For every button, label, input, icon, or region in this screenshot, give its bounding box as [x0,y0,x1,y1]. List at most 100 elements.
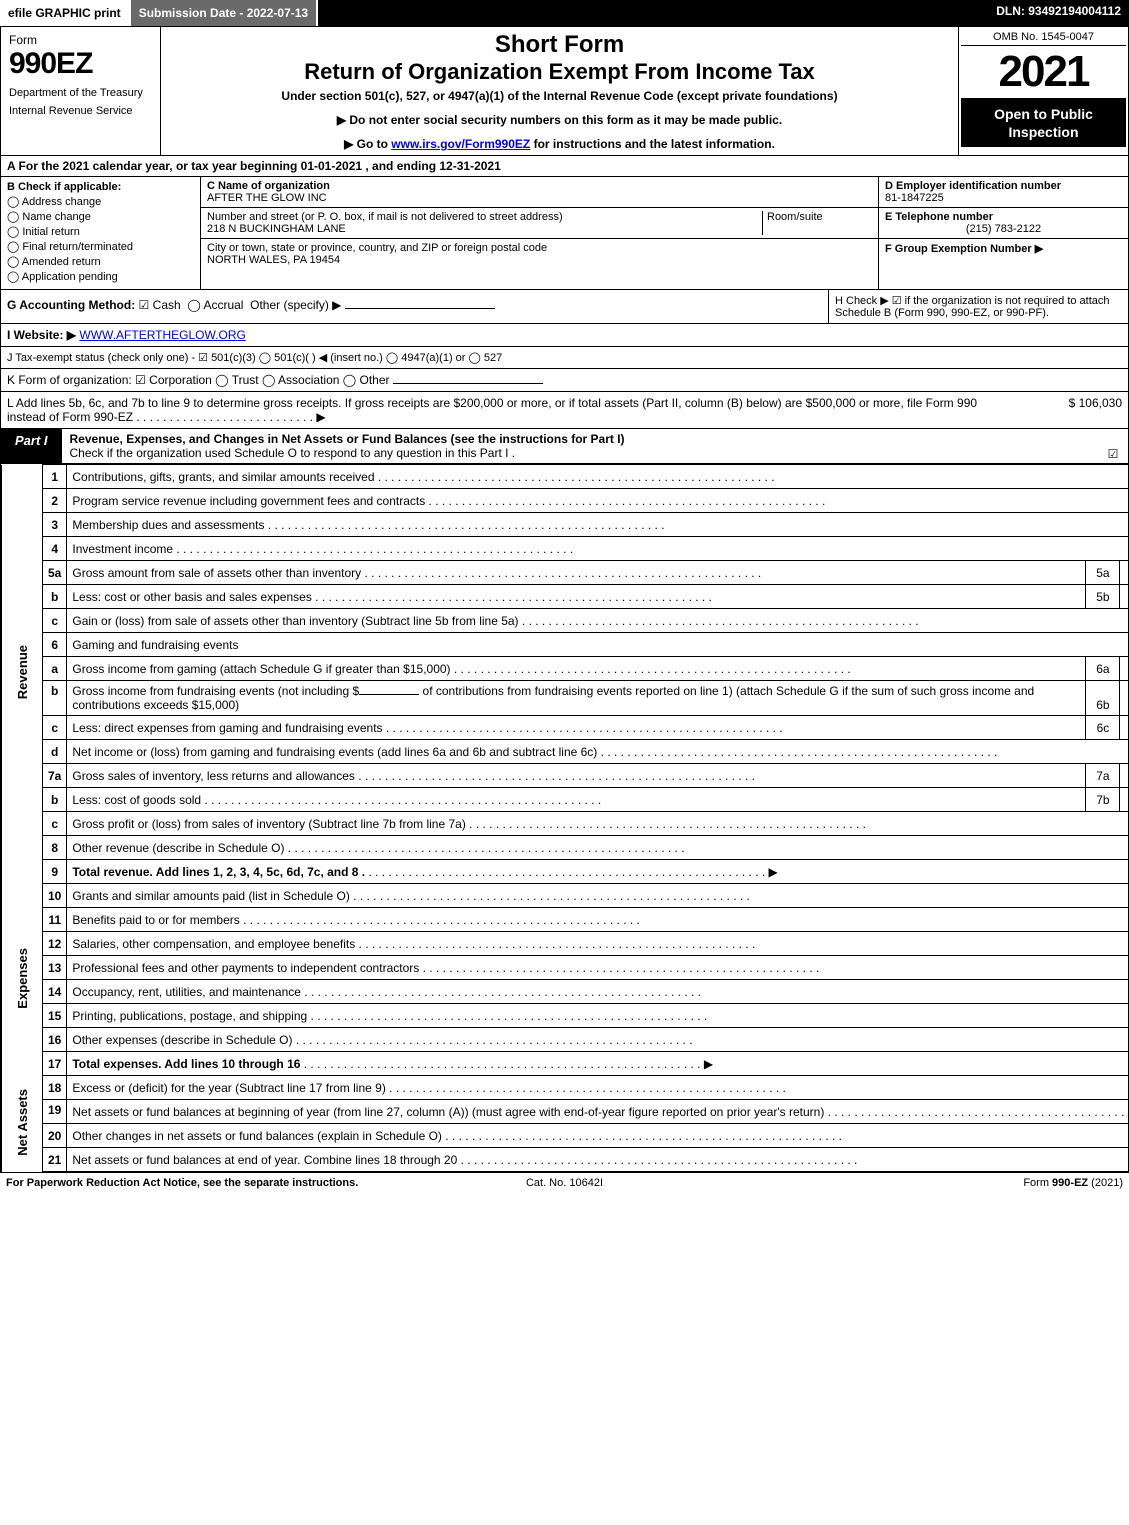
line-text: Net income or (loss) from gaming and fun… [67,740,1129,764]
line-text: Benefits paid to or for members [67,908,1129,932]
line-text: Professional fees and other payments to … [67,956,1129,980]
note-ssn: ▶ Do not enter social security numbers o… [169,113,950,127]
table-row: b Less: cost of goods sold 7b [2,788,1129,812]
row-h: H Check ▶ ☑ if the organization is not r… [828,290,1128,323]
sub-num: 7a [1086,764,1120,788]
room-label: Room/suite [767,211,823,223]
dept-irs: Internal Revenue Service [9,105,152,117]
contrib-blank[interactable] [359,694,419,695]
side-revenue: Revenue [2,465,43,884]
box-e: E Telephone number (215) 783-2122 [879,208,1128,239]
efile-print[interactable]: efile GRAPHIC print [0,0,131,26]
sub-num: 6a [1086,657,1120,681]
part1-header: Part I Revenue, Expenses, and Changes in… [1,429,1128,464]
line-text: Less: cost of goods sold [67,788,1086,812]
sub-val [1120,585,1129,609]
submission-date: Submission Date - 2022-07-13 [131,0,318,26]
cb-accrual[interactable]: ◯ Accrual [187,298,243,312]
cb-address-change[interactable]: ◯ Address change [7,195,194,208]
table-row: Expenses 10 Grants and similar amounts p… [2,884,1129,908]
header: Form 990EZ Department of the Treasury In… [1,27,1128,156]
table-row: 6 Gaming and fundraising events [2,633,1129,657]
table-row: 19 Net assets or fund balances at beginn… [2,1100,1129,1124]
sub-val [1120,764,1129,788]
line-text: Gain or (loss) from sale of assets other… [67,609,1129,633]
table-row: 2 Program service revenue including gove… [2,489,1129,513]
line-num: 11 [43,908,67,932]
under-section: Under section 501(c), 527, or 4947(a)(1)… [169,89,950,103]
city-label: City or town, state or province, country… [207,242,547,254]
cb-amended-return[interactable]: ◯ Amended return [7,255,194,268]
line-text: Net assets or fund balances at beginning… [67,1100,1129,1124]
table-row: 17 Total expenses. Add lines 10 through … [2,1052,1129,1076]
box-f-label: F Group Exemption Number ▶ [885,243,1043,255]
line-text: Membership dues and assessments [67,513,1129,537]
cb-cash[interactable]: ☑ Cash [139,298,181,312]
line-num: 5a [43,561,67,585]
row-j: J Tax-exempt status (check only one) - ☑… [1,347,1128,369]
street-cell: Number and street (or P. O. box, if mail… [201,208,878,239]
line-text: Excess or (deficit) for the year (Subtra… [67,1076,1129,1100]
table-row: c Gain or (loss) from sale of assets oth… [2,609,1129,633]
goto-link[interactable]: www.irs.gov/Form990EZ [391,137,530,151]
footer-left: For Paperwork Reduction Act Notice, see … [6,1177,378,1189]
line-text: Salaries, other compensation, and employ… [67,932,1129,956]
goto-post: for instructions and the latest informat… [534,137,775,151]
city-value: NORTH WALES, PA 19454 [207,254,340,266]
line-num: 12 [43,932,67,956]
row-g: G Accounting Method: ☑ Cash ◯ Accrual Ot… [1,290,828,323]
footer: For Paperwork Reduction Act Notice, see … [0,1173,1129,1193]
topbar-spacer [318,0,988,26]
city-cell: City or town, state or province, country… [201,239,878,269]
row-a-text: A For the 2021 calendar year, or tax yea… [7,159,501,173]
table-row: 8 Other revenue (describe in Schedule O)… [2,836,1129,860]
footer-center: Cat. No. 10642I [378,1177,750,1189]
footer-right: Form 990-EZ (2021) [751,1177,1123,1189]
website-link[interactable]: WWW.AFTERTHEGLOW.ORG [79,328,245,342]
line-text: Contributions, gifts, grants, and simila… [67,465,1129,489]
table-row: c Gross profit or (loss) from sales of i… [2,812,1129,836]
table-row: 21 Net assets or fund balances at end of… [2,1148,1129,1172]
row-l: L Add lines 5b, 6c, and 7b to line 9 to … [1,392,1128,429]
table-row: b Less: cost or other basis and sales ex… [2,585,1129,609]
row-j-text: J Tax-exempt status (check only one) - ☑… [7,352,502,364]
short-form-title: Short Form [169,31,950,59]
topbar: efile GRAPHIC print Submission Date - 20… [0,0,1129,26]
street-value: 218 N BUCKINGHAM LANE [207,223,346,235]
line-text: Investment income [67,537,1129,561]
line-text: Gross profit or (loss) from sales of inv… [67,812,1129,836]
row-k-text: K Form of organization: ☑ Corporation ◯ … [7,373,390,387]
row-i-label: I Website: ▶ [7,328,76,342]
line-text: Occupancy, rent, utilities, and maintena… [67,980,1129,1004]
lines-table: Revenue 1 Contributions, gifts, grants, … [1,464,1129,1172]
line-num: 18 [43,1076,67,1100]
omb-number: OMB No. 1545-0047 [961,29,1126,46]
cb-final-return[interactable]: ◯ Final return/terminated [7,240,194,253]
form-label: Form [9,33,152,47]
line-num: 10 [43,884,67,908]
part1-checkbox[interactable]: ☑ [1098,429,1128,463]
sub-val: 77,893 [1120,681,1129,716]
table-row: b Gross income from fundraising events (… [2,681,1129,716]
other-specify-input[interactable] [345,308,495,309]
street-label: Number and street (or P. O. box, if mail… [207,211,563,223]
cb-application-pending[interactable]: ◯ Application pending [7,270,194,283]
cb-initial-return[interactable]: ◯ Initial return [7,225,194,238]
other-org-input[interactable] [393,383,543,384]
box-d-label: D Employer identification number [885,180,1061,192]
line-text: Net assets or fund balances at end of ye… [67,1148,1129,1172]
table-row: 3 Membership dues and assessments 3 [2,513,1129,537]
table-row: d Net income or (loss) from gaming and f… [2,740,1129,764]
row-g-label: G Accounting Method: [7,298,135,312]
sub-num: 6c [1086,716,1120,740]
org-name-cell: C Name of organization AFTER THE GLOW IN… [201,177,878,208]
line-num: 8 [43,836,67,860]
line-text: Other changes in net assets or fund bala… [67,1124,1129,1148]
note-goto: ▶ Go to www.irs.gov/Form990EZ for instru… [169,137,950,151]
cb-name-change[interactable]: ◯ Name change [7,210,194,223]
box-b-label: B Check if applicable: [7,181,121,193]
line-text: Program service revenue including govern… [67,489,1129,513]
table-row: Revenue 1 Contributions, gifts, grants, … [2,465,1129,489]
table-row: 12 Salaries, other compensation, and emp… [2,932,1129,956]
line-num: 21 [43,1148,67,1172]
